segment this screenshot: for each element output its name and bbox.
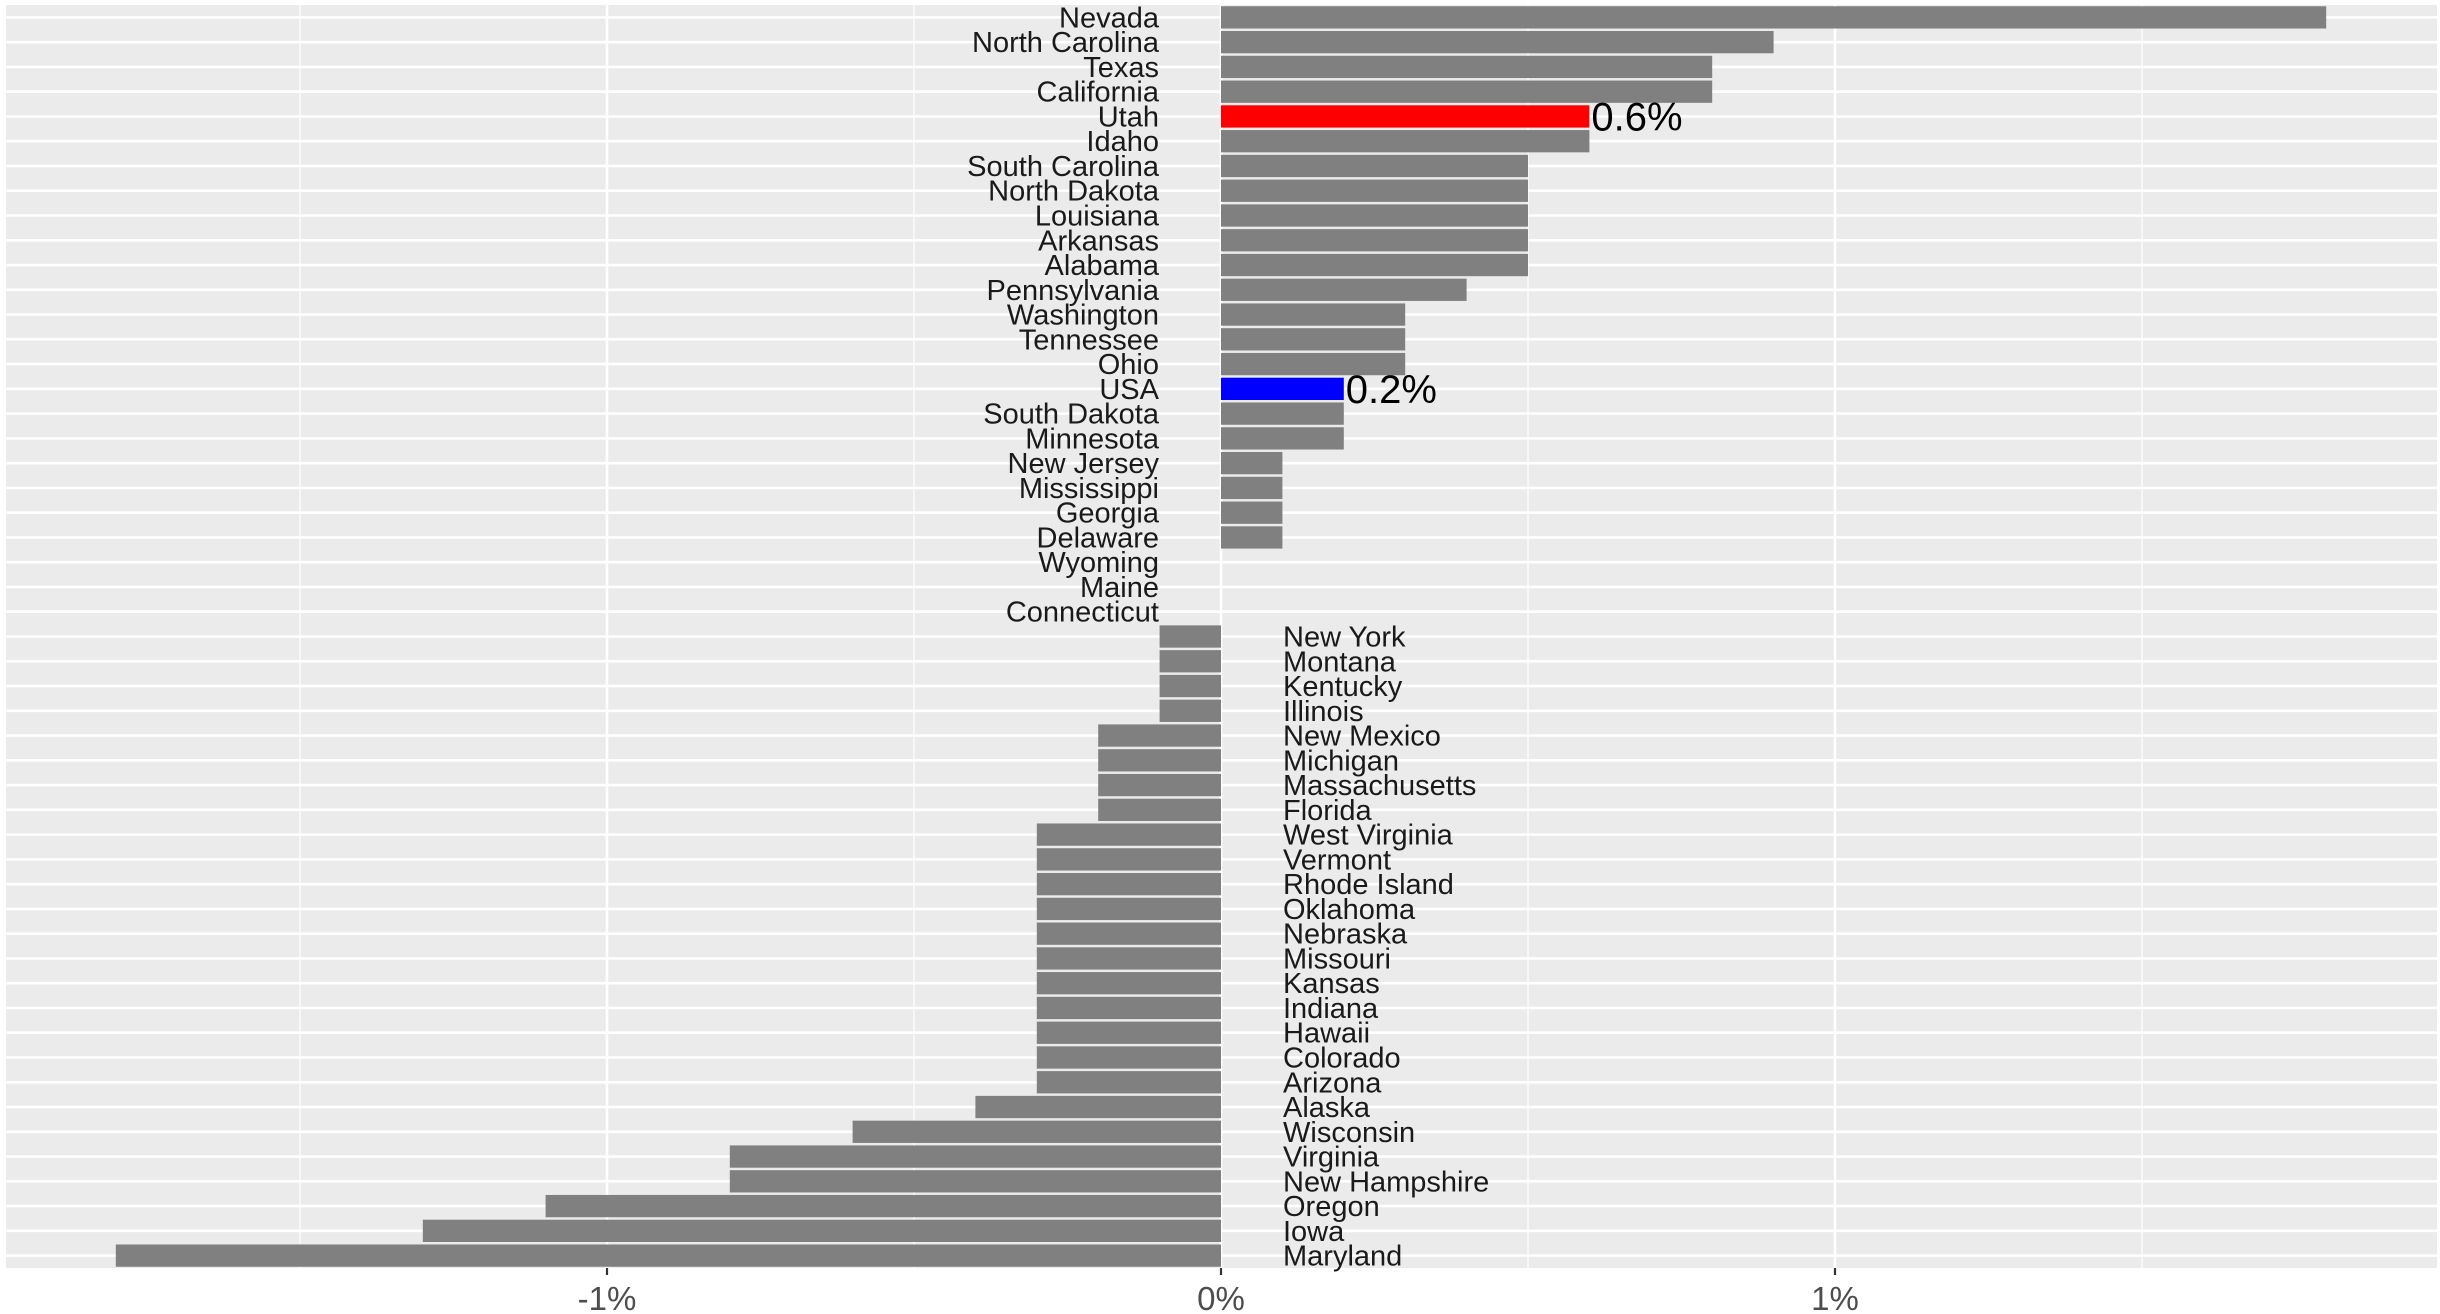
bar-south-carolina (1221, 155, 1528, 177)
bar-utah (1221, 105, 1589, 127)
category-label-connecticut: Connecticut (1006, 597, 1159, 629)
bar-mississippi (1221, 477, 1282, 499)
bar-montana (1160, 650, 1221, 672)
bar-kentucky (1160, 675, 1221, 697)
bar-new-mexico (1098, 724, 1221, 746)
bar-new-hampshire (730, 1170, 1221, 1192)
bar-alaska (975, 1096, 1221, 1118)
bar-delaware (1221, 526, 1282, 548)
bar-new-jersey (1221, 452, 1282, 474)
bar-michigan (1098, 749, 1221, 771)
bar-massachusetts (1098, 774, 1221, 796)
bar-nebraska (1037, 923, 1221, 945)
x-tick-label: 1% (1811, 1280, 1859, 1314)
x-axis-ticks: -1% 0% 1% (578, 1268, 1859, 1314)
bar-washington (1221, 303, 1405, 325)
bar-tennessee (1221, 328, 1405, 350)
bar-kansas (1037, 972, 1221, 994)
x-tick-label: 0% (1197, 1280, 1245, 1314)
bar-missouri (1037, 947, 1221, 969)
value-label-usa: 0.2% (1346, 368, 1437, 412)
bar-indiana (1037, 997, 1221, 1019)
bar-iowa (423, 1220, 1221, 1242)
bar-minnesota (1221, 427, 1344, 449)
bar-maryland (116, 1244, 1221, 1266)
bar-new-york (1160, 625, 1221, 647)
bar-north-dakota (1221, 180, 1528, 202)
bar-west-virginia (1037, 823, 1221, 845)
bar-florida (1098, 799, 1221, 821)
bar-pennsylvania (1221, 279, 1467, 301)
bar-nevada (1221, 6, 2326, 28)
value-label-utah: 0.6% (1591, 95, 1682, 139)
x-tick-label: -1% (578, 1280, 637, 1314)
bar-illinois (1160, 700, 1221, 722)
bar-idaho (1221, 130, 1589, 152)
bar-oregon (546, 1195, 1221, 1217)
bar-colorado (1037, 1046, 1221, 1068)
bar-alabama (1221, 254, 1528, 276)
bar-vermont (1037, 848, 1221, 870)
bar-arkansas (1221, 229, 1528, 251)
bar-south-dakota (1221, 402, 1344, 424)
bar-oklahoma (1037, 898, 1221, 920)
bar-georgia (1221, 502, 1282, 524)
bar-rhode-island (1037, 873, 1221, 895)
bar-arizona (1037, 1071, 1221, 1093)
bar-wisconsin (853, 1121, 1221, 1143)
bar-hawaii (1037, 1022, 1221, 1044)
bar-louisiana (1221, 204, 1528, 226)
bar-north-carolina (1221, 31, 1774, 53)
bar-usa (1221, 378, 1344, 400)
category-label-maryland: Maryland (1283, 1241, 1402, 1273)
bar-texas (1221, 56, 1712, 78)
bar-virginia (730, 1145, 1221, 1167)
